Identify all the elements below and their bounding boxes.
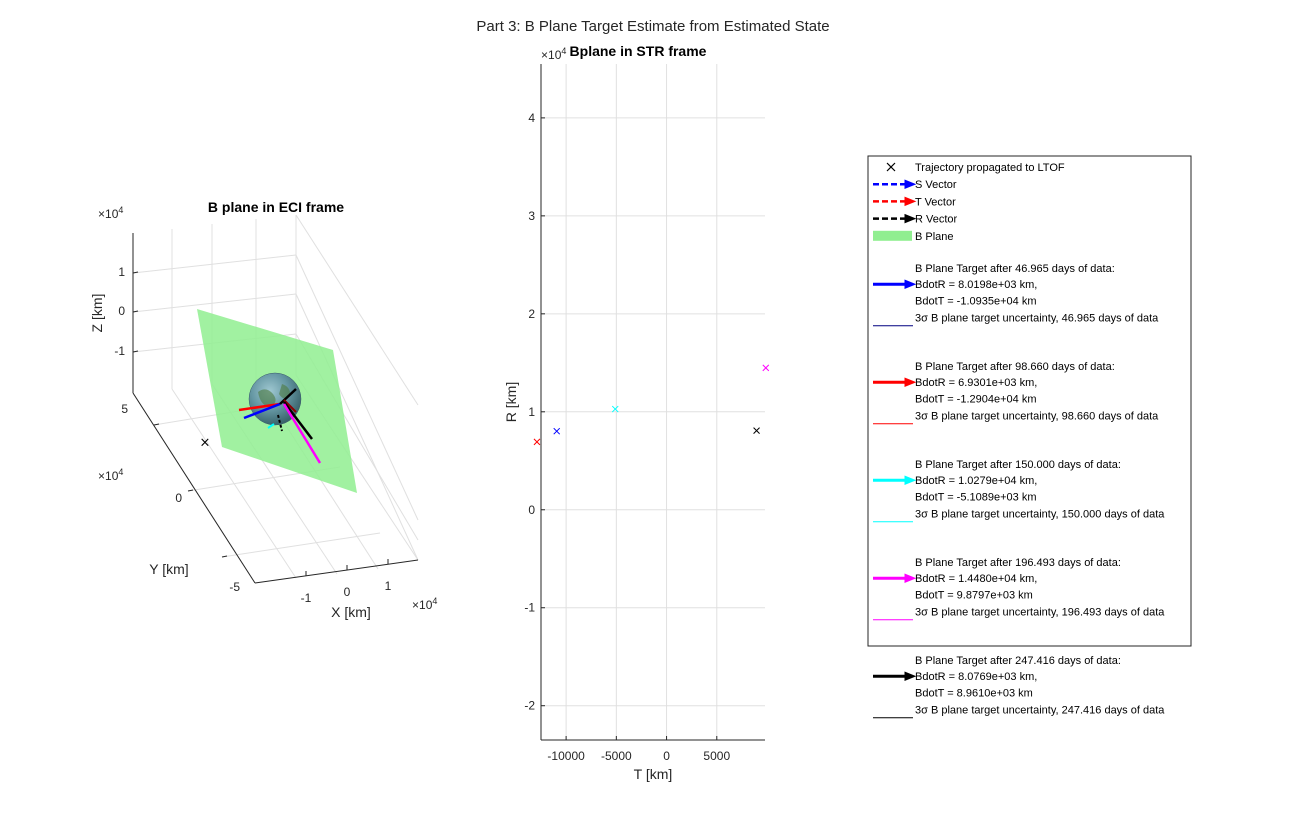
legend-entry-text: B Plane Target after 150.000 days of dat… — [915, 459, 1121, 471]
y-axis-label: Y [km] — [149, 561, 188, 577]
target-vector-eci — [283, 399, 297, 413]
legend-entry-text: BdotR = 8.0198e+03 km, — [915, 279, 1037, 291]
legend-entry-text: T Vector — [915, 196, 956, 208]
legend: Trajectory propagated to LTOF S Vector T V… — [867, 155, 1192, 719]
y-exponent-label: ×104 — [98, 467, 123, 483]
svg-text:×104: ×104 — [541, 46, 566, 62]
target-vector-eci — [283, 401, 313, 440]
legend-box — [867, 155, 1192, 647]
legend-icon-dasharrow — [873, 179, 917, 189]
legend-entry-text: BdotT = -1.0935e+04 km — [915, 295, 1037, 307]
legend-entry-text: BdotR = 1.0279e+04 km, — [915, 475, 1037, 487]
x-tick: -1 — [301, 591, 312, 605]
target-point-marker — [553, 427, 561, 435]
legend-entry-text: 3σ B plane target uncertainty, 247.416 d… — [915, 705, 1165, 717]
eci-plot-title: B plane in ECI frame — [208, 199, 344, 215]
str-x-tick-label: -10000 — [547, 749, 585, 763]
r-vector-eci — [279, 388, 297, 405]
z-tick: 0 — [118, 304, 125, 318]
target-point-marker — [753, 427, 760, 434]
t-vector-eci — [238, 402, 281, 412]
x-tick: 0 — [344, 585, 351, 599]
str-plot-title: Bplane in STR frame — [570, 43, 707, 59]
legend-icon-arrow — [873, 279, 917, 289]
legend-entry-text: 3σ B plane target uncertainty, 196.493 d… — [915, 607, 1165, 619]
str-grid — [541, 64, 765, 740]
legend-entry-text: Trajectory propagated to LTOF — [915, 162, 1065, 174]
str-2d-axes: Bplane in STR frame -10000 -5000 0 5000-2-1… — [503, 43, 770, 782]
legend-icon-patch — [873, 230, 912, 241]
legend-entry-text: B Plane Target after 247.416 days of dat… — [915, 655, 1121, 667]
legend-entry-text: BdotT = 9.8797e+03 km — [915, 589, 1033, 601]
str-x-tick-label: 5000 — [703, 749, 730, 763]
svg-text:×104: ×104 — [412, 596, 437, 612]
str-y-tick-label: 4 — [528, 111, 535, 125]
str-y-tick-label: -1 — [524, 601, 535, 615]
target-point-marker — [611, 405, 619, 413]
legend-entry-text: B Plane Target after 98.660 days of data… — [915, 361, 1115, 373]
trajectory-marker-eci: × — [200, 436, 211, 451]
legend-icon-arrow — [873, 573, 917, 583]
str-y-tick-label: -2 — [524, 699, 535, 713]
target-point-marker — [762, 364, 770, 372]
x-axis-label: X [km] — [331, 604, 371, 620]
legend-entry-text: B Plane Target after 196.493 days of dat… — [915, 557, 1121, 569]
str-y-tick-label: 0 — [528, 503, 535, 517]
z-tick: -1 — [114, 344, 125, 358]
s-vector-eci — [243, 402, 281, 420]
y-tick: 0 — [175, 491, 182, 505]
legend-entry-text: 3σ B plane target uncertainty, 46.965 da… — [915, 313, 1159, 325]
earth-landmass — [279, 384, 291, 399]
legend-entry-text: BdotT = -5.1089e+03 km — [915, 491, 1037, 503]
earth-landmass — [258, 389, 276, 407]
str-x-axis-label: T [km] — [634, 766, 673, 782]
legend-entry-text: BdotR = 8.0769e+03 km, — [915, 671, 1037, 683]
legend-entry-text: BdotT = 8.9610e+03 km — [915, 687, 1033, 699]
svg-text:×104: ×104 — [98, 205, 123, 221]
str-x-tick-label: -5000 — [601, 749, 632, 763]
str-marks — [533, 364, 770, 446]
legend-entry-text: B Plane — [915, 231, 954, 243]
y-tick: -5 — [229, 580, 240, 594]
legend-entry-text: R Vector — [915, 214, 958, 226]
str-ticks: -10000 -5000 0 5000 -2 -1 0 1 2 3 4 — [524, 111, 730, 763]
x-exponent-label: ×104 — [412, 596, 437, 612]
z-tick: 1 — [118, 265, 125, 279]
r-vector-dashed-eci — [277, 414, 283, 432]
legend-entry-text: 3σ B plane target uncertainty, 150.000 d… — [915, 509, 1165, 521]
target-vector-eci — [282, 403, 322, 464]
legend-icon-arrow — [873, 671, 917, 681]
legend-icon-arrow — [873, 475, 917, 485]
str-y-tick-label: 2 — [528, 307, 535, 321]
legend-icon-dasharrow — [873, 196, 917, 207]
svg-text:×104: ×104 — [98, 467, 123, 483]
str-y-tick-label: 1 — [528, 405, 535, 419]
str-x-tick-label: 0 — [663, 749, 670, 763]
legend-entry-text: B Plane Target after 46.965 days of data… — [915, 263, 1115, 275]
legend-icon-marker — [886, 162, 896, 172]
target-point-marker — [533, 438, 541, 446]
str-y-tick-label: 3 — [528, 209, 535, 223]
str-y-axis-label: R [km] — [503, 382, 519, 422]
y-tick: 5 — [121, 402, 128, 416]
legend-entry-text: S Vector — [915, 179, 957, 191]
legend-icon-dasharrow — [873, 213, 917, 224]
z-axis-label: Z [km] — [89, 294, 105, 333]
figure-suptitle: Part 3: B Plane Target Estimate from Est… — [476, 18, 829, 35]
legend-entry-text: BdotR = 6.9301e+03 km, — [915, 377, 1037, 389]
x-tick: 1 — [385, 579, 392, 593]
legend-icon-arrow — [873, 377, 917, 387]
legend-entry-text: BdotR = 1.4480e+04 km, — [915, 573, 1037, 585]
legend-entry-text: 3σ B plane target uncertainty, 98.660 da… — [915, 411, 1159, 423]
legend-entry-text: BdotT = -1.2904e+04 km — [915, 393, 1037, 405]
z-exponent-label: ×104 — [98, 205, 123, 221]
eci-3d-axes: B plane in ECI frame — [89, 199, 437, 620]
target-vector-eci — [267, 423, 275, 429]
str-y-exponent-label: ×104 — [541, 46, 566, 62]
